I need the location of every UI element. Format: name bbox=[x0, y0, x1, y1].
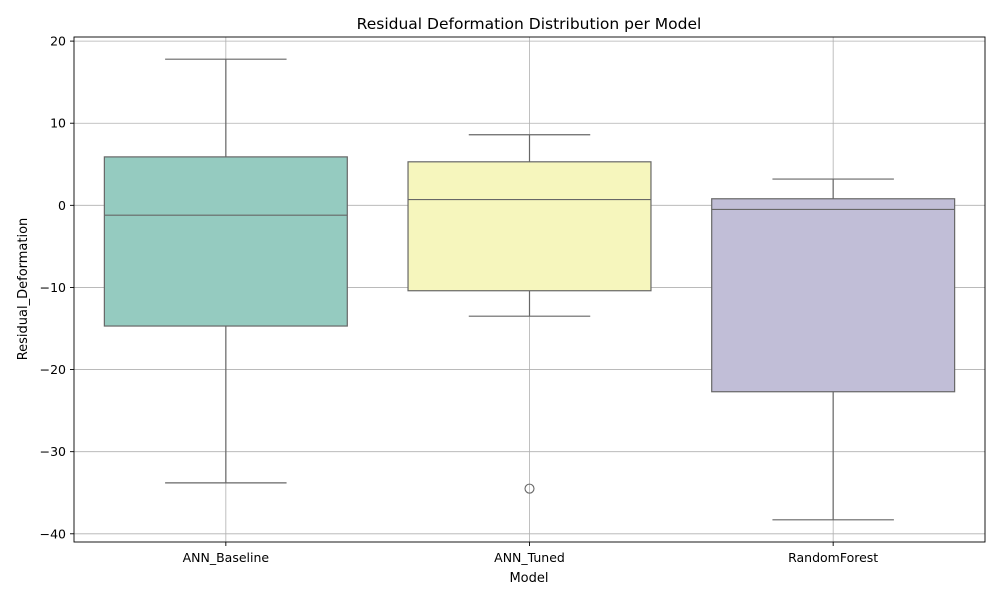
y-tick-label: 0 bbox=[58, 198, 66, 213]
box-group-ann-tuned bbox=[407, 134, 652, 494]
x-axis-label: Model bbox=[509, 571, 548, 586]
x-tick-label: ANN_Tuned bbox=[494, 550, 565, 565]
y-tick-label: 20 bbox=[50, 34, 66, 49]
x-tick-label: RandomForest bbox=[788, 550, 878, 565]
outlier-point bbox=[524, 483, 535, 494]
y-tick-label: −30 bbox=[40, 444, 66, 459]
box-iqr bbox=[711, 198, 956, 393]
box-iqr bbox=[407, 161, 652, 292]
box-layer bbox=[103, 58, 956, 521]
axis-layer: 20 10 0 −10 −20 −30 −40 ANN_Baseline ANN_Tuned Ra… bbox=[40, 34, 986, 565]
y-tick-label: −10 bbox=[40, 280, 66, 295]
y-axis-label: Residual_Deformation bbox=[16, 218, 31, 361]
box-iqr bbox=[103, 156, 348, 327]
y-tick-label: 10 bbox=[50, 116, 66, 131]
box-group-randomforest bbox=[711, 178, 956, 521]
y-tick-label: −20 bbox=[40, 362, 66, 377]
box-group-ann-baseline bbox=[103, 58, 348, 484]
chart-title: Residual Deformation Distribution per Mo… bbox=[357, 15, 702, 33]
y-tick-label: −40 bbox=[40, 526, 66, 541]
x-tick-label: ANN_Baseline bbox=[183, 550, 270, 565]
